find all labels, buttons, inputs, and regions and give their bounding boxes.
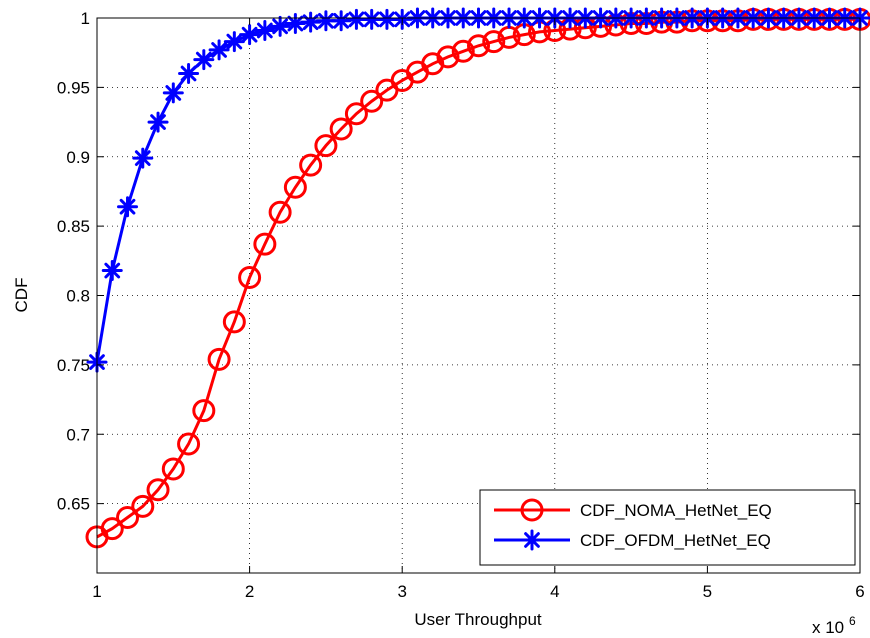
- y-tick-label: 0.8: [66, 287, 90, 306]
- data-point-noma: [238, 265, 262, 289]
- legend-marker-ofdm: [521, 529, 543, 551]
- data-point-noma: [329, 117, 353, 141]
- data-point-noma: [436, 45, 460, 69]
- y-tick-label: 0.7: [66, 425, 90, 444]
- x-multiplier-exponent: 6: [849, 614, 856, 628]
- data-point-ofdm: [162, 82, 184, 104]
- data-point-ofdm: [254, 19, 276, 41]
- tick-labels: 1 2 3 4 5 6 0.65 0.7 0.75 0.8 0.85 0.9 0.95 1: [57, 9, 865, 601]
- data-point-noma: [283, 175, 307, 199]
- data-point-noma: [116, 506, 140, 529]
- legend-label-noma: CDF_NOMA_HetNet_EQ: [580, 501, 772, 520]
- data-point-noma: [222, 310, 246, 334]
- data-point-noma: [161, 457, 185, 481]
- data-point-ofdm: [239, 24, 261, 46]
- data-point-noma: [253, 232, 277, 256]
- x-tick-label: 6: [855, 582, 864, 601]
- data-point-noma: [177, 432, 201, 456]
- legend-marker-noma: [520, 498, 544, 522]
- data-point-noma: [451, 39, 475, 63]
- data-point-ofdm: [101, 260, 123, 282]
- axis-ticks: [96, 17, 861, 573]
- legend-label-ofdm: CDF_OFDM_HetNet_EQ: [580, 531, 771, 550]
- x-axis-title: User Throughput: [414, 610, 542, 629]
- data-point-noma: [192, 399, 216, 423]
- x-multiplier-base: x 10: [812, 618, 844, 637]
- x-tick-label: 3: [397, 582, 406, 601]
- y-axis-title: CDF: [12, 278, 31, 313]
- data-point-ofdm: [132, 147, 154, 169]
- y-tick-label: 0.95: [57, 78, 90, 97]
- legend-box: [479, 489, 856, 566]
- x-tick-label: 2: [245, 582, 254, 601]
- series-noma: [85, 7, 870, 549]
- data-point-noma: [146, 478, 170, 502]
- data-point-noma: [268, 200, 292, 224]
- y-tick-label: 0.75: [57, 356, 90, 375]
- data-point-noma: [344, 102, 368, 126]
- data-point-ofdm: [193, 49, 215, 71]
- x-tick-label: 4: [550, 582, 559, 601]
- legend-swatch-noma: [494, 498, 570, 522]
- legend: CDF_NOMA_HetNet_EQ CDF_OFDM_HetNet_EQ: [479, 489, 856, 566]
- y-tick-label: 0.9: [66, 148, 90, 167]
- data-point-noma: [207, 347, 231, 371]
- data-point-ofdm: [223, 31, 245, 53]
- y-tick-label: 1: [81, 9, 90, 28]
- data-point-noma: [360, 89, 384, 113]
- data-point-noma: [100, 517, 124, 541]
- x-tick-label: 5: [703, 582, 712, 601]
- y-tick-label: 0.85: [57, 217, 90, 236]
- data-point-noma: [467, 34, 490, 58]
- data-point-noma: [482, 30, 506, 54]
- data-point-ofdm: [330, 10, 352, 32]
- data-point-ofdm: [178, 63, 200, 84]
- x-tick-label: 1: [92, 582, 101, 601]
- data-point-ofdm: [315, 10, 337, 32]
- data-point-ofdm: [147, 111, 169, 133]
- data-point-noma: [131, 494, 155, 518]
- y-tick-label: 0.65: [57, 495, 90, 514]
- data-point-ofdm: [269, 15, 291, 37]
- data-point-ofdm: [376, 8, 398, 30]
- data-point-ofdm: [117, 196, 139, 218]
- legend-swatch-ofdm: [494, 529, 570, 551]
- data-point-ofdm: [208, 39, 230, 61]
- data-point-noma: [299, 153, 323, 177]
- data-point-noma: [314, 134, 338, 158]
